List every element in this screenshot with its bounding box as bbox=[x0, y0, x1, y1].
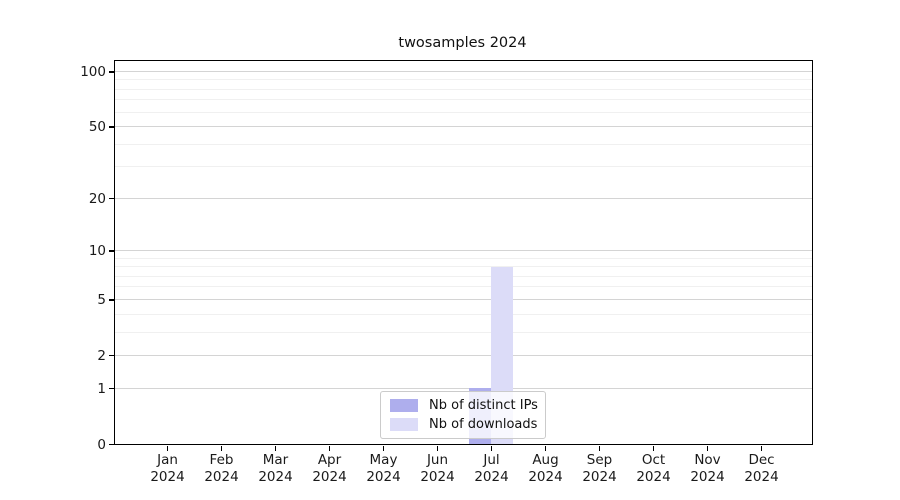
x-tick bbox=[490, 446, 493, 451]
x-tick-label: Aug 2024 bbox=[528, 452, 563, 485]
gridline-minor bbox=[115, 99, 812, 101]
x-tick bbox=[760, 446, 763, 451]
x-tick-label: Mar 2024 bbox=[258, 452, 293, 485]
gridline-major bbox=[115, 197, 812, 199]
y-tick-label: 20 bbox=[88, 190, 106, 207]
x-tick-label: Feb 2024 bbox=[204, 452, 239, 485]
gridline-major bbox=[115, 298, 812, 300]
y-tick-label: 5 bbox=[97, 291, 106, 308]
y-tick bbox=[109, 299, 114, 301]
x-tick bbox=[598, 446, 601, 451]
gridline-major bbox=[115, 249, 812, 251]
legend-item-distinct-ips: Nb of distinct IPs bbox=[390, 398, 538, 413]
x-tick-label: Sep 2024 bbox=[582, 452, 617, 485]
legend-label-distinct-ips: Nb of distinct IPs bbox=[429, 398, 538, 413]
x-tick-label: Jan 2024 bbox=[150, 452, 185, 485]
y-tick bbox=[109, 71, 114, 73]
gridline-major bbox=[115, 354, 812, 356]
y-tick-label: 1 bbox=[97, 380, 106, 397]
legend-label-downloads: Nb of downloads bbox=[429, 417, 538, 432]
legend-swatch-downloads bbox=[390, 418, 418, 431]
gridline-minor bbox=[115, 143, 812, 145]
x-tick-label: Apr 2024 bbox=[312, 452, 347, 485]
x-tick-label: Nov 2024 bbox=[690, 452, 725, 485]
x-tick bbox=[706, 446, 709, 451]
x-tick bbox=[544, 446, 547, 451]
y-tick bbox=[109, 355, 114, 357]
gridline-minor bbox=[115, 166, 812, 168]
gridline-minor bbox=[115, 286, 812, 288]
y-tick bbox=[109, 387, 114, 390]
x-tick bbox=[652, 446, 655, 451]
x-tick bbox=[328, 446, 331, 451]
y-tick-label: 50 bbox=[88, 119, 106, 136]
legend-item-downloads: Nb of downloads bbox=[390, 417, 538, 432]
y-tick bbox=[109, 198, 114, 200]
y-tick-label: 10 bbox=[88, 242, 106, 259]
x-tick-label: May 2024 bbox=[366, 452, 401, 485]
x-tick-label: Dec 2024 bbox=[744, 452, 779, 485]
gridline-minor bbox=[115, 331, 812, 333]
x-tick-label: Oct 2024 bbox=[636, 452, 671, 485]
y-tick bbox=[109, 250, 114, 252]
gridline-major bbox=[115, 387, 812, 389]
x-tick-label: Jul 2024 bbox=[474, 452, 509, 485]
x-tick bbox=[220, 446, 223, 451]
x-tick bbox=[436, 446, 439, 451]
y-tick bbox=[109, 126, 114, 128]
plot-area bbox=[114, 60, 813, 445]
x-tick bbox=[382, 446, 385, 451]
gridline-minor bbox=[115, 275, 812, 277]
gridline-major bbox=[115, 126, 812, 128]
y-tick bbox=[109, 443, 114, 446]
gridline-minor bbox=[115, 266, 812, 268]
gridline-minor bbox=[115, 313, 812, 315]
gridline-minor bbox=[115, 88, 812, 90]
gridline-minor bbox=[115, 79, 812, 81]
gridline-minor bbox=[115, 111, 812, 113]
x-tick bbox=[166, 446, 169, 451]
gridline-major bbox=[115, 70, 812, 72]
legend: Nb of distinct IPs Nb of downloads bbox=[380, 391, 546, 439]
y-tick-label: 2 bbox=[97, 347, 106, 364]
chart-title: twosamples 2024 bbox=[398, 35, 527, 51]
y-tick-label: 100 bbox=[80, 63, 106, 80]
y-tick-label: 0 bbox=[97, 436, 106, 453]
legend-swatch-distinct-ips bbox=[390, 399, 418, 412]
x-tick bbox=[274, 446, 277, 451]
gridline-minor bbox=[115, 257, 812, 259]
x-tick-label: Jun 2024 bbox=[420, 452, 455, 485]
